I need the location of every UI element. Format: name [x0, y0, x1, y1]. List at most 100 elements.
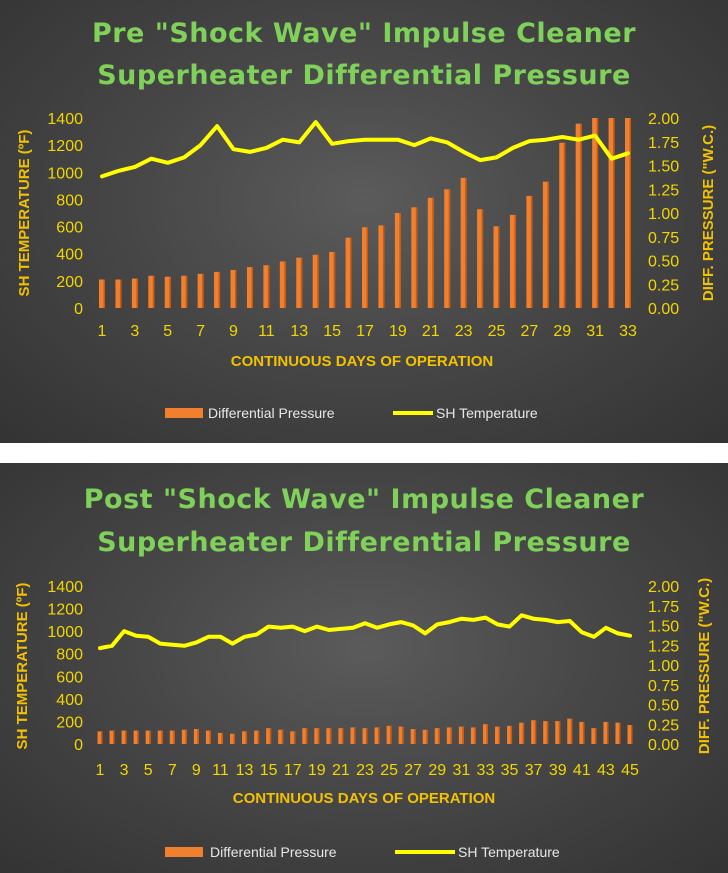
x-tick-label: 25: [488, 323, 506, 340]
bar-shade: [293, 731, 296, 744]
bar-shade: [558, 721, 561, 744]
bar-shade: [465, 177, 467, 308]
bar-shade: [350, 237, 352, 308]
y-tick-left-label: 1400: [47, 111, 83, 128]
bar-shade: [269, 728, 272, 744]
y-tick-left-label: 1200: [47, 602, 83, 619]
chart-panel-post: Post "Shock Wave" Impulse Cleaner Superh…: [0, 463, 728, 873]
y-axis-right-title: DIFF. PRESSURE ("W.C.): [696, 578, 713, 754]
bar-differential-pressure: [157, 730, 163, 744]
y-tick-left-label: 1000: [47, 624, 83, 641]
bar-shade: [185, 275, 188, 308]
bar-differential-pressure: [410, 728, 416, 744]
y-axis-left-title: SH TEMPERATURE (ºF): [14, 583, 31, 750]
chart-pre-svg: Pre "Shock Wave" Impulse Cleaner Superhe…: [16, 18, 717, 421]
bar-differential-pressure: [197, 273, 204, 308]
y-tick-left-label: 800: [56, 192, 83, 209]
legend-bar-swatch: [165, 847, 203, 857]
bar-shade: [209, 730, 211, 744]
bar-differential-pressure: [386, 725, 392, 744]
bar-differential-pressure: [470, 727, 476, 744]
bar-differential-pressure: [205, 730, 211, 744]
bar-differential-pressure: [193, 728, 199, 744]
x-tick-label: 37: [525, 762, 543, 779]
y-tick-left-label: 1200: [47, 138, 83, 155]
bar-differential-pressure: [350, 727, 356, 744]
x-tick-label: 23: [356, 762, 374, 779]
bar-shade: [486, 724, 488, 744]
panel-separator: [0, 443, 728, 463]
legend-bar-swatch: [165, 408, 203, 418]
x-tick-label: 13: [236, 762, 254, 779]
legend: Differential Pressure SH Temperature: [165, 844, 560, 860]
bar-shade: [317, 254, 319, 308]
bar-differential-pressure: [615, 722, 621, 744]
bar-shade: [547, 181, 549, 308]
legend: Differential Pressure SH Temperature: [165, 405, 538, 421]
bar-differential-pressure: [526, 195, 533, 308]
y-tick-right-label: 0.25: [648, 717, 679, 734]
bar-shade: [382, 225, 385, 308]
bar-shade: [305, 728, 308, 744]
bar-differential-pressure: [434, 728, 440, 744]
x-tick-label: 3: [120, 762, 129, 779]
x-tick-label: 1: [98, 323, 107, 340]
bar-shade: [522, 722, 525, 744]
bar-differential-pressure: [278, 729, 284, 744]
bar-shade: [125, 730, 127, 744]
bar-shade: [530, 195, 533, 308]
bar-shade: [594, 728, 597, 744]
chart-title-line2: Superheater Differential Pressure: [97, 60, 631, 91]
y-tick-right-label: 0.50: [648, 254, 679, 271]
bar-differential-pressure: [460, 177, 467, 308]
bar-differential-pressure: [109, 730, 115, 744]
x-tick-label: 31: [586, 323, 604, 340]
bar-differential-pressure: [290, 731, 296, 744]
y-tick-right-label: 1.00: [648, 206, 679, 223]
bar-differential-pressure: [169, 730, 175, 744]
y-tick-left-label: 400: [56, 247, 83, 264]
bar-shade: [432, 197, 434, 308]
bar-shade: [450, 727, 452, 744]
bar-shade: [448, 189, 451, 308]
y-tick-right-label: 1.25: [648, 182, 679, 199]
bar-differential-pressure: [627, 725, 633, 744]
x-tick-label: 13: [290, 323, 308, 340]
bar-differential-pressure: [312, 254, 319, 308]
bar-shade: [462, 726, 464, 744]
bar-differential-pressure: [482, 724, 488, 744]
bar-shade: [103, 279, 105, 308]
bar-differential-pressure: [133, 730, 139, 744]
bar-shade: [149, 730, 151, 744]
bar-shade: [378, 727, 380, 744]
x-tick-label: 33: [477, 762, 495, 779]
bar-shade: [580, 123, 582, 308]
x-tick-label: 1: [96, 762, 105, 779]
bar-shade: [119, 279, 122, 308]
y-tick-right-label: 2.00: [648, 579, 679, 596]
bar-differential-pressure: [374, 727, 380, 744]
bar-differential-pressure: [181, 729, 187, 744]
bar-shade: [606, 721, 609, 744]
bar-differential-pressure: [266, 728, 272, 744]
bar-differential-pressure: [99, 279, 105, 308]
bar-differential-pressure: [131, 278, 138, 308]
bar-differential-pressure: [575, 123, 582, 308]
y-tick-right-label: 0.00: [648, 737, 679, 754]
bar-differential-pressure: [542, 181, 549, 308]
x-tick-label: 7: [196, 323, 205, 340]
y-tick-right-label: 0.75: [648, 230, 679, 247]
bar-differential-pressure: [555, 721, 561, 744]
y-tick-left-label: 1000: [47, 165, 83, 182]
x-tick-label: 3: [130, 323, 139, 340]
bar-differential-pressure: [592, 118, 599, 308]
bar-differential-pressure: [444, 189, 451, 308]
y-tick-right-label: 1.75: [648, 599, 679, 616]
legend-line-label: SH Temperature: [458, 844, 560, 860]
bar-differential-pressure: [422, 729, 428, 744]
x-tick-label: 15: [260, 762, 278, 779]
x-tick-label: 5: [163, 323, 172, 340]
bar-differential-pressure: [446, 727, 452, 744]
y-tick-left-label: 1400: [47, 579, 83, 596]
bar-differential-pressure: [296, 257, 303, 308]
